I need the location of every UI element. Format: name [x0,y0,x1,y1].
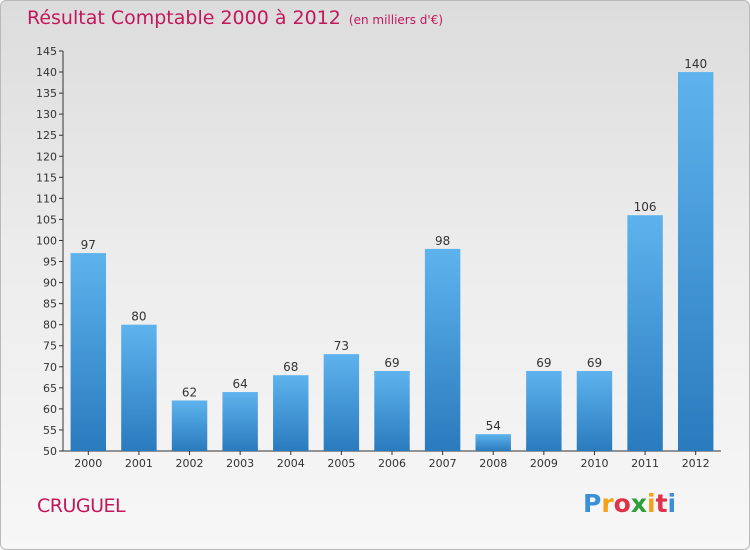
y-tick-label: 145 [36,45,57,58]
data-label: 140 [684,57,707,71]
logo-letter: x [630,489,647,518]
y-tick-label: 135 [36,87,57,100]
y-tick-label: 105 [36,213,57,226]
logo-letter: o [613,489,631,518]
logo-letter: t [655,489,668,518]
y-tick-label: 50 [43,445,57,458]
logo-letter: i [647,489,656,518]
y-tick-label: 110 [36,192,57,205]
data-label: 106 [634,200,657,214]
y-tick-label: 75 [43,340,57,353]
x-tick-label: 2001 [125,457,153,470]
x-tick-label: 2006 [378,457,406,470]
bar-2009 [526,371,562,451]
data-label: 54 [486,419,501,433]
x-tick-label: 2005 [327,457,355,470]
bar-2006 [374,371,410,451]
data-label: 97 [81,238,96,252]
y-tick-label: 55 [43,424,57,437]
bar-2012 [677,72,714,451]
data-label: 73 [334,339,349,353]
x-tick-label: 2000 [74,457,102,470]
bar-2004 [273,375,309,451]
y-tick-label: 115 [36,171,57,184]
y-tick-label: 140 [36,66,57,79]
x-tick-label: 2012 [682,457,710,470]
chart-title: Résultat Comptable 2000 à 2012 (en millie… [27,7,443,29]
data-label: 80 [131,310,146,324]
y-tick-label: 125 [36,129,57,142]
x-tick-label: 2003 [226,457,254,470]
bar-2003 [222,392,258,451]
y-tick-label: 130 [36,108,57,121]
chart-subtitle: (en milliers d'€) [348,13,444,27]
logo-letter: r [601,489,614,518]
data-label: 98 [435,234,450,248]
data-labels: 97 80 62 64 68 73 69 98 54 69 69 106 140 [81,57,707,433]
y-tick-label: 70 [43,361,57,374]
bars [70,72,714,451]
x-tick-label: 2010 [580,457,608,470]
data-label: 69 [384,356,399,370]
y-tick-label: 120 [36,150,57,163]
bar-2007 [424,248,461,451]
commune-name: CRUGUEL [37,495,126,517]
y-tick-label: 60 [43,403,57,416]
x-tick-label: 2004 [277,457,305,470]
bar-2000 [70,253,107,451]
y-tick-label: 80 [43,319,57,332]
data-label: 69 [587,356,602,370]
x-tick-label: 2009 [530,457,558,470]
proxiti-logo: Proxiti [583,489,676,518]
y-tick-label: 95 [43,256,57,269]
logo-letter: P [583,489,602,518]
y-tick-label: 100 [36,234,57,247]
bar-2002 [171,400,208,451]
data-label: 69 [536,356,551,370]
y-tick-label: 65 [43,382,57,395]
logo-letter: i [667,489,677,518]
bar-2011 [627,215,663,451]
bar-2008 [475,434,511,451]
data-label: 68 [283,360,298,374]
x-tick-label: 2008 [479,457,507,470]
data-label: 62 [182,385,197,399]
x-tick-label: 2007 [429,457,457,470]
title-text: Résultat Comptable 2000 à 2012 [27,7,341,29]
bar-2001 [121,324,157,451]
data-label: 64 [233,377,248,391]
y-tick-label: 85 [43,298,57,311]
bar-2005 [323,354,360,451]
x-tick-label: 2011 [631,457,659,470]
bar-2010 [576,371,613,451]
y-tick-label: 90 [43,277,57,290]
x-tick-label: 2002 [176,457,204,470]
